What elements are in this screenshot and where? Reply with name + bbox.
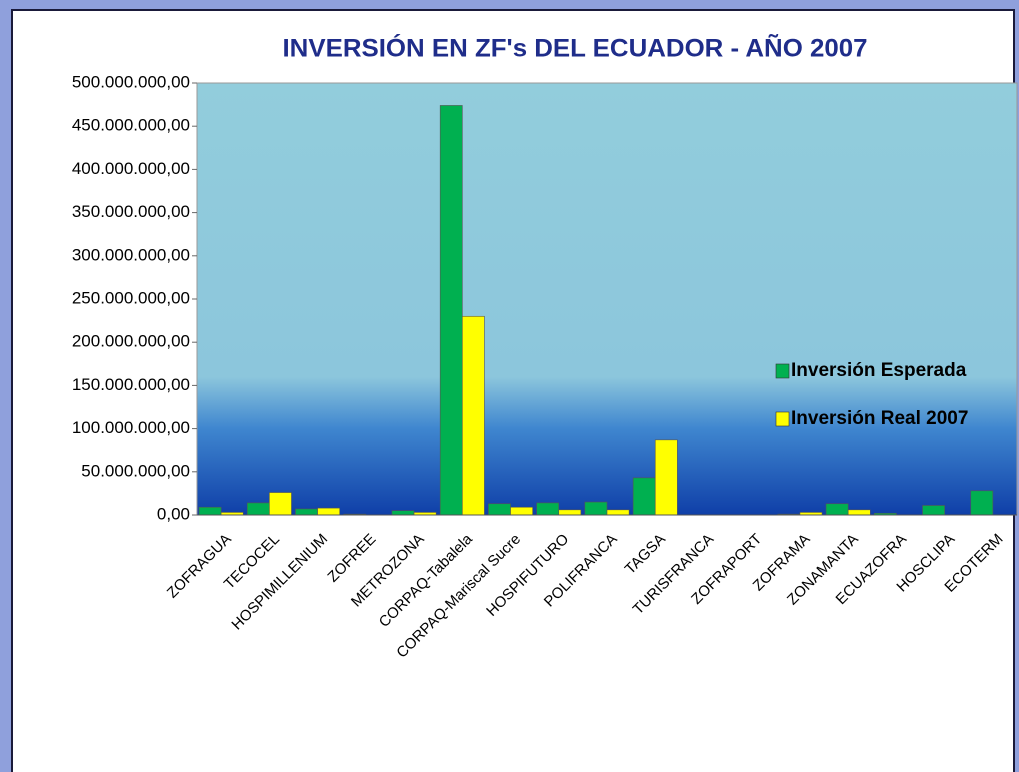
bar [269, 492, 292, 516]
bar [584, 501, 608, 516]
bar [510, 506, 533, 516]
chart-title: INVERSIÓN EN ZF's DEL ECUADOR - AÑO 2007 [283, 33, 868, 63]
bar [246, 502, 270, 516]
y-tick-label: 350.000.000,00 [72, 202, 190, 221]
bar [461, 315, 485, 516]
bar [558, 509, 582, 516]
legend-swatch [775, 411, 790, 427]
bar [317, 507, 341, 516]
bar [198, 506, 222, 516]
bar [654, 439, 678, 516]
bar [536, 502, 560, 516]
y-tick-label: 300.000.000,00 [72, 245, 190, 264]
y-tick-label: 400.000.000,00 [72, 159, 190, 178]
y-tick-label: 500.000.000,00 [72, 72, 190, 91]
legend-label: Inversión Real 2007 [791, 408, 968, 429]
bar [391, 510, 415, 516]
plot-area [196, 82, 1018, 516]
bar [825, 503, 849, 516]
bar [606, 509, 630, 516]
bar [632, 477, 656, 516]
y-tick-label: 0,00 [157, 504, 190, 523]
y-tick-label: 250.000.000,00 [72, 288, 190, 307]
y-tick-label: 200.000.000,00 [72, 332, 190, 351]
bar [970, 490, 994, 516]
y-tick-label: 50.000.000,00 [81, 461, 190, 480]
y-tick-label: 450.000.000,00 [72, 116, 190, 135]
bar [488, 503, 511, 516]
y-tick-label: 150.000.000,00 [72, 375, 190, 394]
bar [922, 505, 945, 516]
legend-label: Inversión Esperada [791, 360, 967, 381]
legend-swatch [775, 363, 790, 379]
bar [295, 508, 318, 516]
y-tick-label: 100.000.000,00 [72, 418, 190, 437]
bar [847, 509, 871, 516]
bar [439, 105, 463, 516]
